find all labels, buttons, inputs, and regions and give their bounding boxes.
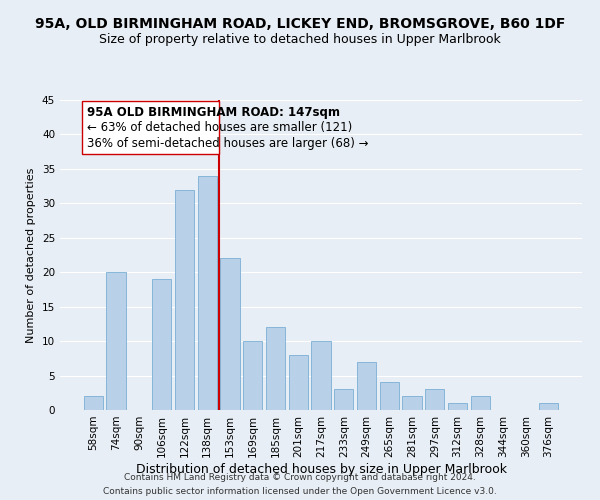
Bar — [334, 390, 353, 410]
X-axis label: Distribution of detached houses by size in Upper Marlbrook: Distribution of detached houses by size … — [136, 462, 506, 475]
Bar — [448, 403, 467, 410]
Bar — [403, 396, 422, 410]
Bar — [357, 362, 376, 410]
Bar — [84, 396, 103, 410]
Y-axis label: Number of detached properties: Number of detached properties — [26, 168, 37, 342]
Text: 95A OLD BIRMINGHAM ROAD: 147sqm: 95A OLD BIRMINGHAM ROAD: 147sqm — [87, 106, 340, 118]
Bar — [243, 341, 262, 410]
Text: Contains public sector information licensed under the Open Government Licence v3: Contains public sector information licen… — [103, 486, 497, 496]
Text: 36% of semi-detached houses are larger (68) →: 36% of semi-detached houses are larger (… — [87, 137, 368, 150]
Bar — [197, 176, 217, 410]
Bar — [380, 382, 399, 410]
FancyBboxPatch shape — [82, 102, 218, 154]
Text: 95A, OLD BIRMINGHAM ROAD, LICKEY END, BROMSGROVE, B60 1DF: 95A, OLD BIRMINGHAM ROAD, LICKEY END, BR… — [35, 18, 565, 32]
Bar — [152, 279, 172, 410]
Bar — [539, 403, 558, 410]
Bar — [220, 258, 239, 410]
Bar — [106, 272, 126, 410]
Bar — [266, 328, 285, 410]
Text: ← 63% of detached houses are smaller (121): ← 63% of detached houses are smaller (12… — [87, 122, 352, 134]
Text: Contains HM Land Registry data © Crown copyright and database right 2024.: Contains HM Land Registry data © Crown c… — [124, 473, 476, 482]
Bar — [175, 190, 194, 410]
Bar — [470, 396, 490, 410]
Bar — [425, 390, 445, 410]
Bar — [311, 341, 331, 410]
Text: Size of property relative to detached houses in Upper Marlbrook: Size of property relative to detached ho… — [99, 32, 501, 46]
Bar — [289, 355, 308, 410]
